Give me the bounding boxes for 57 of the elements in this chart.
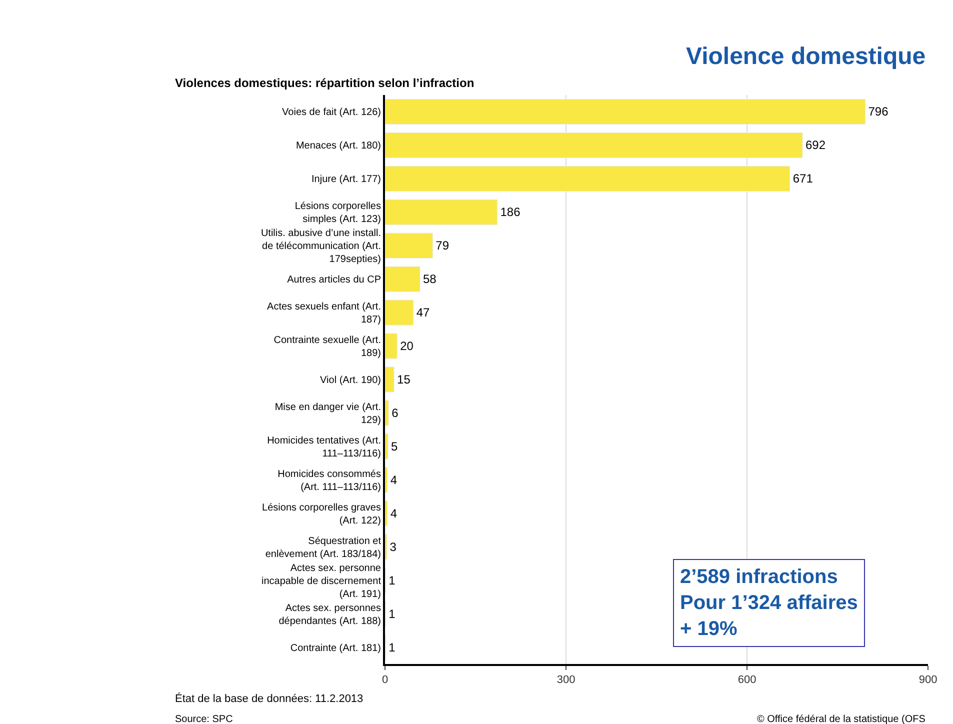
bar	[385, 500, 388, 526]
source-note: Source: SPC	[175, 714, 233, 724]
x-tick-label: 300	[556, 674, 576, 686]
y-tick-label: Voies de fait (Art. 126)	[282, 107, 381, 118]
x-tick-label: 600	[738, 674, 756, 686]
bar	[385, 132, 803, 158]
bar	[385, 467, 388, 493]
chart-subtitle: Violences domestiques: répartition selon l’infraction	[175, 76, 474, 90]
data-label: 4	[390, 506, 398, 520]
data-label: 15	[397, 372, 411, 386]
data-label: 58	[422, 272, 437, 286]
y-tick-label: Homicides tentatives (Art. 111–113/116)	[267, 435, 381, 460]
bar	[385, 98, 866, 125]
chart-title: Violence domestique	[686, 43, 926, 70]
y-tick-label: Lésions corporelles graves (Art. 122)	[262, 502, 381, 526]
y-tick-label: Injure (Art. 177)	[312, 174, 381, 186]
text: État de la base de données: 11.2.2013	[175, 692, 364, 705]
y-tick-label: Lésions corporelles simples (Art. 123)	[294, 201, 381, 226]
data-label: 47	[416, 306, 430, 320]
annotation: 2’589 infractions Pour 1’324 affaires + 19%	[680, 566, 858, 640]
bar	[385, 199, 498, 225]
data-label: 3	[390, 540, 397, 554]
bar	[385, 232, 433, 258]
x-tick-label: 900	[918, 674, 938, 686]
y-tick-label: Contrainte (Art. 181)	[290, 642, 381, 654]
y-tick-label: Homicides consommés (Art. 111–113/116)	[278, 468, 381, 493]
bar	[385, 333, 398, 359]
bar	[385, 300, 414, 326]
y-tick-label: Contrainte sexuelle (Art. 189)	[274, 335, 381, 360]
bar	[385, 166, 790, 192]
y-tick-label: Actes sex. personne incapable de discernement (Art. 191)	[261, 562, 382, 600]
x-tick-label: 0	[382, 674, 388, 686]
bar	[385, 400, 389, 426]
text: © Office fédéral de la statistique (OFS	[757, 714, 926, 724]
y-tick-label: Utilis. abusive d’une install. de télécommunication (Art. 179septies)	[260, 228, 381, 266]
data-label: 796	[868, 104, 889, 119]
y-tick-label: Autres articles du CP	[287, 274, 382, 286]
bar	[385, 266, 420, 292]
data-label: 1	[388, 606, 396, 621]
bar	[385, 366, 394, 392]
data-label: 6	[392, 406, 399, 420]
y-tick-label: Viol (Art. 190)	[320, 375, 381, 386]
data-label: 79	[436, 238, 450, 253]
data-label: 20	[400, 339, 414, 354]
y-tick-label: Menaces (Art. 180)	[296, 140, 381, 152]
data-label: 671	[792, 172, 814, 186]
data-label: 1	[388, 573, 396, 588]
y-tick-label: Mise en danger vie (Art. 129)	[274, 402, 381, 426]
data-label: 186	[500, 205, 521, 220]
bar	[385, 434, 388, 460]
data-label: 1	[388, 640, 396, 654]
data-label: 5	[391, 439, 398, 454]
data-label: 4	[390, 472, 398, 487]
y-tick-label: Actes sex. personnes dépendantes (Art. 188)	[278, 602, 381, 627]
y-tick-label: Actes sexuels enfant (Art. 187)	[267, 302, 381, 326]
y-tick-label: Séquestration et enlèvement (Art. 183/184)	[265, 536, 382, 560]
data-label: 692	[806, 138, 826, 152]
